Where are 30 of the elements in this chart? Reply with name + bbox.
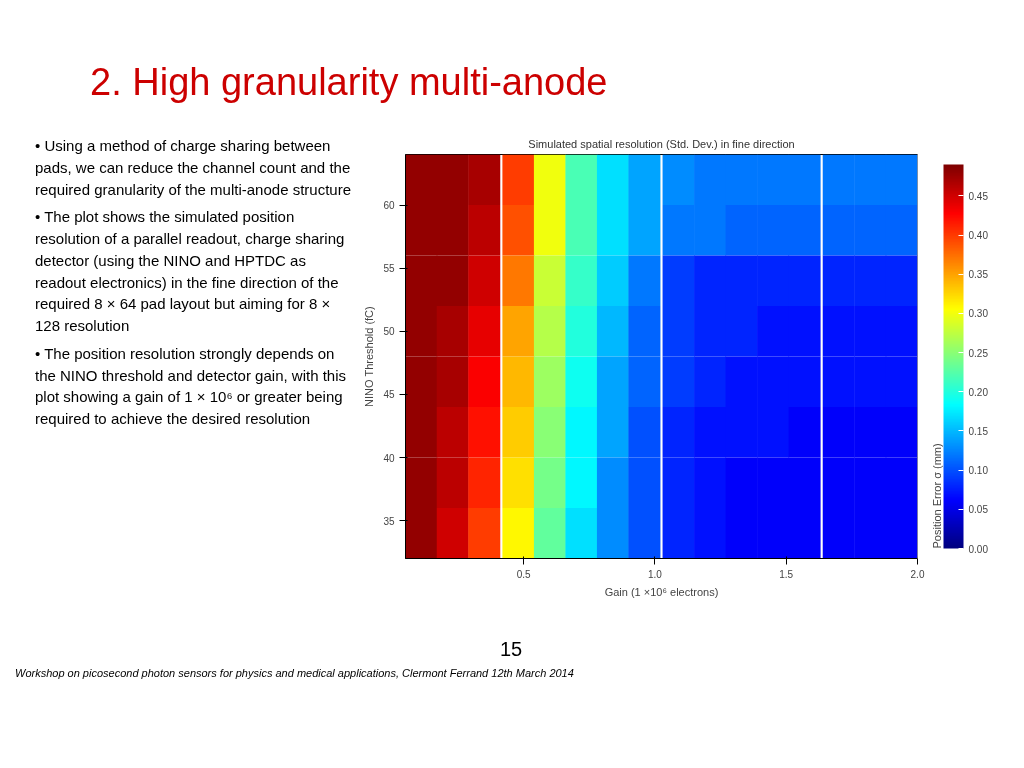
text: • Using a method of charge sharing between pads, we can reduce the channel count and the required granularity of the multi-anode structure [35, 136, 352, 200]
x-axis-title: Gain (1 ×10⁶ electrons) [604, 585, 719, 598]
text: • The plot shows the simulated position resolution of a parallel readout, charge sharing detector (using the NINO and HPTDC as readout electronics) in the fine direction of the required 8 × 64 pad layout but aiming for 8 × 128 resolution [35, 207, 346, 336]
color-bar-label: 0.45 [968, 190, 989, 202]
y-axis-title: NINO Threshold (fC) [363, 306, 376, 407]
x-tick-label: 1.5 [779, 568, 794, 580]
y-tick-label: 40 [383, 452, 395, 464]
x-tick-label: 2.0 [910, 568, 925, 580]
text: 15 [500, 637, 523, 662]
y-tick-label: 55 [383, 263, 395, 275]
x-tick-label: 0.5 [516, 568, 532, 580]
y-tick-label: 60 [383, 200, 395, 211]
color-bar-label: 0.20 [968, 386, 989, 398]
color-bar-label: 0.10 [968, 465, 989, 477]
chart-title: 2. High granularity multi-anode [89, 60, 608, 105]
text: Workshop on picosecond photon sensors for physics and medical applications, Clermont Ferrand 12th March 2014 [14, 666, 574, 681]
text: • The position resolution strongly depends on the NINO threshold and detector gain, with this plot showing a gain of 1 × 10⁶ or greater being required to achieve the desired resolution [35, 343, 347, 429]
color-bar-label: 0.00 [968, 543, 989, 555]
color-bar-title: Position Error σ (mm) [930, 443, 943, 549]
color-bar-label: 0.25 [968, 347, 989, 359]
x-tick-label: 1.0 [647, 568, 663, 580]
color-bar-label: 0.15 [968, 425, 989, 437]
color-bar-label: 0.35 [968, 269, 989, 281]
y-tick-label: 50 [383, 326, 395, 338]
chart-subtitle: Simulated spatial resolution (Std. Dev.) in fine direction [528, 137, 795, 150]
y-tick-label: 35 [383, 515, 395, 527]
color-bar-label: 0.30 [968, 308, 989, 320]
color-bar-label: 0.05 [968, 504, 989, 516]
color-bar-label: 0.40 [968, 230, 989, 242]
y-tick-label: 45 [383, 389, 395, 401]
